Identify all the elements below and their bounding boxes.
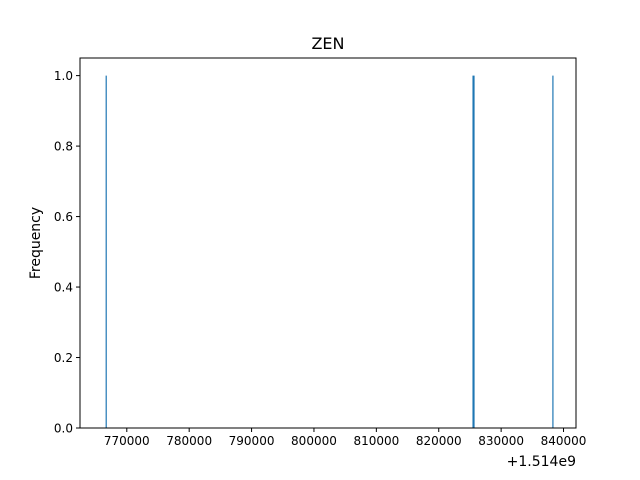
x-tick-label: 780000 bbox=[166, 434, 212, 448]
x-tick-label: 820000 bbox=[416, 434, 462, 448]
y-axis-label: Frequency bbox=[28, 207, 44, 279]
y-axis: 0.0 0.2 0.4 0.6 0.8 1.0 bbox=[54, 69, 80, 436]
x-tick-label: 800000 bbox=[291, 434, 337, 448]
plot-frame bbox=[79, 57, 577, 429]
bar bbox=[552, 75, 554, 428]
y-tick-label: 0.8 bbox=[54, 140, 73, 154]
y-tick-label: 0.6 bbox=[54, 210, 73, 224]
x-tick-label: 840000 bbox=[541, 434, 587, 448]
x-offset-label: +1.514e9 bbox=[507, 454, 576, 470]
chart-title: ZEN bbox=[311, 34, 344, 53]
y-tick-label: 1.0 bbox=[54, 69, 73, 83]
y-tick-label: 0.0 bbox=[54, 422, 73, 436]
x-axis: 770000 780000 790000 800000 810000 820000 8300… bbox=[104, 428, 587, 448]
bar bbox=[472, 75, 474, 428]
x-tick-label: 810000 bbox=[353, 434, 399, 448]
bar bbox=[473, 75, 475, 428]
y-tick-label: 0.2 bbox=[54, 351, 73, 365]
x-tick-label: 790000 bbox=[229, 434, 275, 448]
bar bbox=[105, 75, 107, 428]
x-tick-label: 770000 bbox=[104, 434, 150, 448]
x-tick-label: 830000 bbox=[478, 434, 524, 448]
bars bbox=[105, 75, 554, 428]
y-tick-label: 0.4 bbox=[54, 281, 73, 295]
